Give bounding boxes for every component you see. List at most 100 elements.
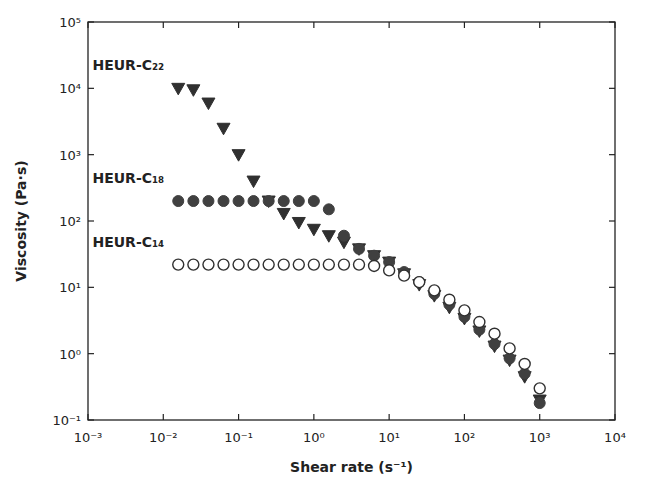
data-point	[459, 305, 470, 316]
x-tick	[389, 22, 390, 28]
data-point	[323, 204, 334, 215]
x-tick	[464, 414, 465, 420]
x-tick	[87, 414, 88, 420]
data-point	[534, 383, 545, 394]
x-tick	[313, 414, 314, 420]
data-point	[354, 243, 365, 254]
x-tick	[238, 22, 239, 28]
data-point	[429, 285, 440, 296]
data-point	[278, 259, 289, 270]
y-tick	[609, 154, 615, 155]
data-point	[232, 150, 245, 162]
series-label: HEUR-C₁₈	[92, 170, 164, 186]
data-point	[203, 259, 214, 270]
x-tick	[539, 414, 540, 420]
data-point	[384, 265, 395, 276]
chart: 10⁻³10⁻²10⁻¹10⁰10¹10²10³10⁴10⁻¹10⁰10¹10²…	[0, 0, 649, 490]
data-point	[489, 338, 500, 349]
data-point	[353, 244, 366, 256]
x-tick	[464, 22, 465, 28]
y-tick	[609, 220, 615, 221]
y-tick-label: 10⁴	[59, 81, 81, 96]
data-point	[247, 176, 260, 188]
y-tick-label: 10⁵	[59, 15, 81, 30]
data-point	[444, 294, 455, 305]
data-point	[277, 208, 290, 220]
x-tick	[614, 414, 615, 420]
x-tick-label: 10⁻³	[74, 430, 103, 445]
x-tick-label: 10¹	[378, 430, 400, 445]
data-point	[369, 250, 380, 261]
x-tick-label: 10⁴	[604, 430, 626, 445]
x-tick-label: 10³	[529, 430, 551, 445]
data-point	[278, 196, 289, 207]
data-point	[474, 317, 485, 328]
data-point	[338, 259, 349, 270]
data-point	[173, 259, 184, 270]
x-tick	[238, 414, 239, 420]
y-tick-label: 10²	[59, 214, 81, 229]
data-point	[172, 83, 185, 95]
data-point	[233, 196, 244, 207]
data-point	[308, 259, 319, 270]
data-point	[218, 259, 229, 270]
data-point	[399, 270, 410, 281]
x-tick	[87, 22, 88, 28]
data-point	[354, 259, 365, 270]
x-tick-label: 10²	[454, 430, 476, 445]
data-point	[323, 259, 334, 270]
y-tick	[88, 419, 94, 420]
y-tick	[609, 21, 615, 22]
data-point	[233, 259, 244, 270]
data-point	[293, 259, 304, 270]
data-point	[322, 231, 335, 243]
data-point	[338, 230, 349, 241]
data-point	[307, 224, 320, 236]
y-tick	[88, 88, 94, 89]
data-point	[369, 260, 380, 271]
x-tick-label: 10⁻²	[149, 430, 178, 445]
x-tick	[614, 22, 615, 28]
y-tick-label: 10⁻¹	[52, 413, 81, 428]
y-tick	[609, 419, 615, 420]
data-point	[188, 259, 199, 270]
y-tick	[609, 353, 615, 354]
y-tick-label: 10⁰	[59, 347, 81, 362]
data-point	[217, 123, 230, 134]
plot-marks	[172, 83, 546, 408]
plot-frame	[88, 22, 615, 420]
series	[172, 83, 546, 406]
data-point	[262, 196, 275, 208]
x-tick-label: 10⁰	[303, 430, 325, 445]
y-axis-title: Viscosity (Pa·s)	[13, 160, 29, 281]
y-tick-label: 10¹	[59, 280, 81, 295]
data-point	[414, 277, 425, 288]
y-tick-label: 10³	[59, 148, 81, 163]
series-label: HEUR-C₁₄	[92, 234, 164, 250]
data-point	[202, 98, 215, 110]
data-point	[248, 196, 259, 207]
data-point	[173, 196, 184, 207]
y-tick	[88, 353, 94, 354]
series	[173, 196, 545, 409]
data-point	[203, 196, 214, 207]
series-label: HEUR-C₂₂	[92, 57, 164, 73]
y-tick	[88, 21, 94, 22]
x-tick	[389, 414, 390, 420]
data-point	[534, 398, 545, 409]
data-point	[414, 277, 425, 288]
data-point	[489, 328, 500, 339]
series	[173, 259, 545, 394]
y-tick	[609, 88, 615, 89]
data-point	[293, 196, 304, 207]
data-point	[263, 259, 274, 270]
x-tick	[163, 22, 164, 28]
x-tick	[313, 22, 314, 28]
data-point	[218, 196, 229, 207]
y-tick	[88, 287, 94, 288]
data-point	[504, 343, 515, 354]
x-axis-title: Shear rate (s⁻¹)	[290, 459, 413, 475]
data-point	[187, 85, 200, 97]
data-point	[248, 259, 259, 270]
data-point	[263, 196, 274, 207]
